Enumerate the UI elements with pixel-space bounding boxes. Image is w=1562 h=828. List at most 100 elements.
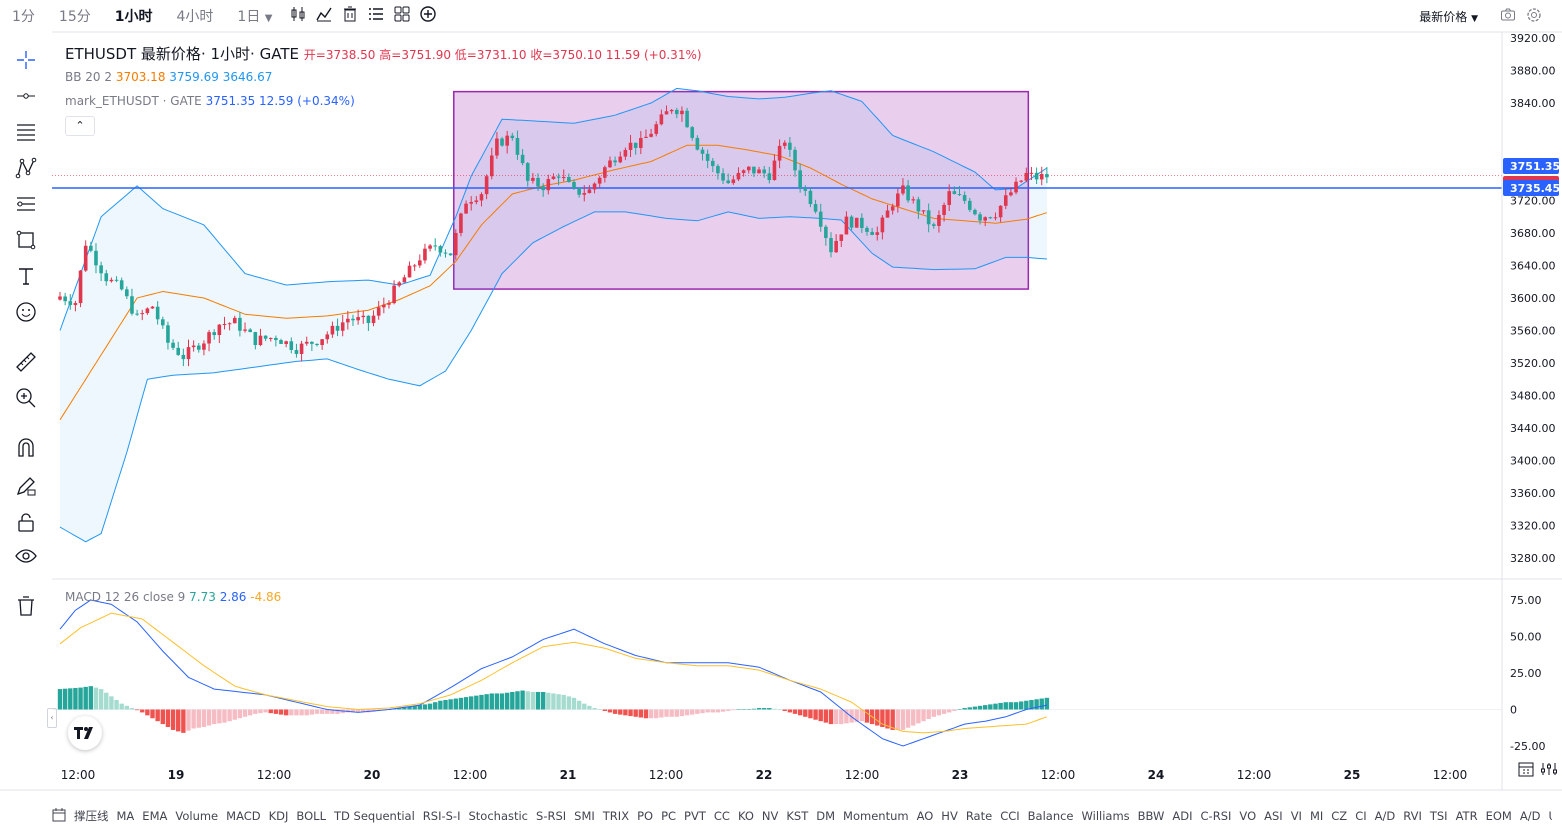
indicator-item[interactable]: A/D — [1374, 809, 1396, 823]
interval-15m[interactable]: 15分 — [58, 9, 91, 25]
indicator-item[interactable]: RVI — [1403, 809, 1422, 823]
indicator-item[interactable]: CC — [713, 809, 730, 823]
candle-body — [73, 303, 78, 305]
fib-icon[interactable] — [12, 118, 40, 146]
indicator-item[interactable]: EMA — [142, 809, 168, 823]
text-icon[interactable] — [12, 262, 40, 290]
indicator-item[interactable]: MI — [1309, 809, 1324, 823]
indicator-item[interactable]: DM — [816, 809, 836, 823]
macd-hist-bar — [381, 709, 387, 711]
candle-body — [171, 342, 175, 348]
indicator-item[interactable]: Williams — [1081, 809, 1130, 823]
indicator-item[interactable]: SMI — [574, 809, 595, 823]
calendar-icon[interactable] — [52, 807, 66, 825]
settings-sliders-icon[interactable] — [1540, 760, 1558, 778]
macd-hist-bar — [839, 709, 844, 725]
legend-interval: 1小时 — [210, 45, 251, 63]
candle-body — [952, 191, 957, 195]
indicator-item[interactable]: RSI-S-I — [422, 809, 461, 823]
interval-1m[interactable]: 1分 — [12, 9, 35, 25]
indicator-item[interactable]: PVT — [684, 809, 706, 823]
indicator-item[interactable]: MA — [116, 809, 135, 823]
indicator-item[interactable]: CCI — [1000, 809, 1020, 823]
indicator-item[interactable]: ASI — [1264, 809, 1283, 823]
interval-4h[interactable]: 4小时 — [176, 9, 214, 25]
indicator-item[interactable]: PC — [661, 809, 677, 823]
indicator-item[interactable]: VI — [1290, 809, 1302, 823]
crosshair-icon[interactable] — [12, 46, 40, 74]
indicator-item[interactable]: A/D — [1519, 809, 1541, 823]
candle-body — [649, 133, 653, 137]
indicator-item[interactable]: EOM — [1485, 809, 1512, 823]
macd-line — [59, 599, 1048, 747]
eye-icon[interactable] — [12, 542, 40, 570]
lock-drawing-icon[interactable] — [12, 472, 40, 500]
measure-lines-icon[interactable] — [12, 190, 40, 218]
layout-grid-icon[interactable] — [389, 5, 415, 27]
indicator-item[interactable]: Stochastic — [468, 809, 529, 823]
ruler-icon[interactable] — [12, 348, 40, 376]
indicator-item[interactable]: NV — [761, 809, 779, 823]
indicator-item[interactable]: S-RSI — [536, 809, 567, 823]
trash-icon[interactable] — [12, 592, 40, 620]
macd-hist-bar — [119, 703, 124, 710]
indicator-item[interactable]: BBW — [1137, 809, 1165, 823]
delete-drawings-icon[interactable] — [337, 5, 363, 27]
indicator-item[interactable]: TRIX — [602, 809, 630, 823]
indicator-item[interactable]: PO — [637, 809, 654, 823]
indicator-item[interactable]: TSI — [1429, 809, 1448, 823]
candle-type-icon[interactable] — [285, 5, 311, 27]
indicator-item[interactable]: C-RSI — [1200, 809, 1232, 823]
indicator-item[interactable]: CZ — [1331, 809, 1348, 823]
indicator-item[interactable]: TD Sequential — [333, 809, 415, 823]
macd-hist-bar — [433, 702, 438, 710]
indicator-item[interactable]: ADI — [1172, 809, 1193, 823]
indicator-item[interactable]: CI — [1355, 809, 1367, 823]
indicator-item[interactable]: KO — [737, 809, 754, 823]
macd-hist-bar — [232, 709, 237, 720]
macd-hist-bar — [983, 705, 988, 710]
pane-resize-handle[interactable]: ‹ — [47, 708, 57, 728]
lock-icon[interactable] — [12, 508, 40, 536]
calendar-icon[interactable] — [1517, 760, 1535, 778]
indicator-item[interactable]: Momentum — [843, 809, 909, 823]
indicators-icon[interactable] — [311, 5, 337, 27]
chevron-down-icon: ▼ — [1471, 13, 1478, 24]
indicator-item[interactable]: VO — [1239, 809, 1257, 823]
magnet-icon[interactable] — [12, 434, 40, 462]
candle-body — [387, 303, 391, 305]
indicator-item[interactable]: KDJ — [268, 809, 289, 823]
camera-icon[interactable] — [1500, 7, 1516, 26]
drawn-rectangle[interactable] — [453, 90, 1030, 290]
rectangle-icon[interactable] — [12, 226, 40, 254]
indicator-item[interactable]: Balance — [1027, 809, 1074, 823]
macd-hist-bar — [283, 709, 289, 716]
candle-body — [911, 199, 916, 201]
zoom-icon[interactable] — [12, 384, 40, 412]
indicator-item[interactable]: BOLL — [296, 809, 326, 823]
indicator-item[interactable]: KST — [786, 809, 809, 823]
emoji-icon[interactable] — [12, 298, 40, 326]
indicator-item[interactable]: U — [1548, 809, 1552, 823]
list-icon[interactable] — [363, 5, 389, 27]
interval-1d[interactable]: 1日 ▼ — [225, 6, 284, 26]
candle-body — [741, 170, 746, 173]
indicator-item[interactable]: Rate — [965, 809, 993, 823]
macd-hist-bar — [160, 709, 165, 725]
indicator-item[interactable]: Volume — [175, 809, 219, 823]
interval-1h[interactable]: 1小时 — [114, 9, 153, 25]
pattern-icon[interactable] — [12, 154, 40, 182]
indicator-item[interactable]: ATR — [1455, 809, 1478, 823]
collapse-legend-button[interactable]: ⌃ — [65, 116, 95, 136]
candle-body — [973, 209, 977, 215]
tradingview-logo[interactable] — [68, 716, 102, 750]
trend-line-icon[interactable] — [12, 82, 40, 110]
gear-icon[interactable] — [1526, 7, 1542, 26]
indicator-item[interactable]: MACD — [226, 809, 261, 823]
add-icon[interactable] — [415, 5, 441, 27]
indicator-item[interactable]: AO — [916, 809, 934, 823]
indicator-item[interactable]: HV — [941, 809, 958, 823]
price-type-select[interactable]: 最新价格 ▼ — [1419, 8, 1478, 25]
indicator-item[interactable]: 撑压线 — [74, 809, 109, 823]
